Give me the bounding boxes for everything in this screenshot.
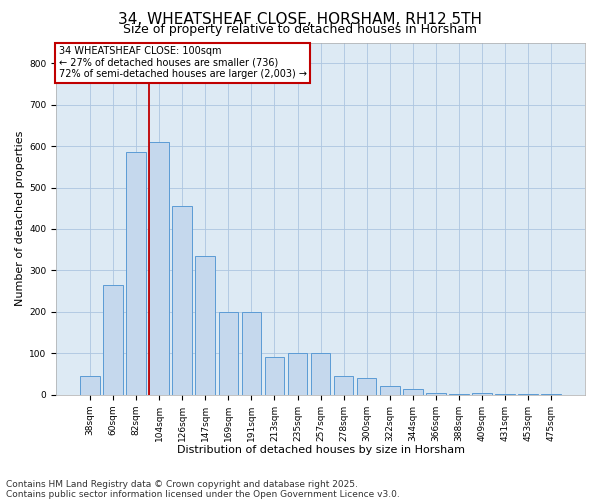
Bar [288,354,307,395]
Bar [403,388,422,394]
Bar [357,378,376,394]
Y-axis label: Number of detached properties: Number of detached properties [15,131,25,306]
Bar [172,206,192,394]
Bar [311,354,331,395]
Bar [334,376,353,394]
Bar [380,386,400,394]
Bar [103,285,123,395]
Text: Contains HM Land Registry data © Crown copyright and database right 2025.
Contai: Contains HM Land Registry data © Crown c… [6,480,400,499]
Bar [196,256,215,394]
X-axis label: Distribution of detached houses by size in Horsham: Distribution of detached houses by size … [176,445,464,455]
Bar [149,142,169,395]
Text: 34, WHEATSHEAF CLOSE, HORSHAM, RH12 5TH: 34, WHEATSHEAF CLOSE, HORSHAM, RH12 5TH [118,12,482,28]
Bar [426,392,446,394]
Text: 34 WHEATSHEAF CLOSE: 100sqm
← 27% of detached houses are smaller (736)
72% of se: 34 WHEATSHEAF CLOSE: 100sqm ← 27% of det… [59,46,307,79]
Bar [242,312,261,394]
Text: Size of property relative to detached houses in Horsham: Size of property relative to detached ho… [123,22,477,36]
Bar [126,152,146,394]
Bar [218,312,238,394]
Bar [80,376,100,394]
Bar [265,358,284,395]
Bar [472,392,492,394]
